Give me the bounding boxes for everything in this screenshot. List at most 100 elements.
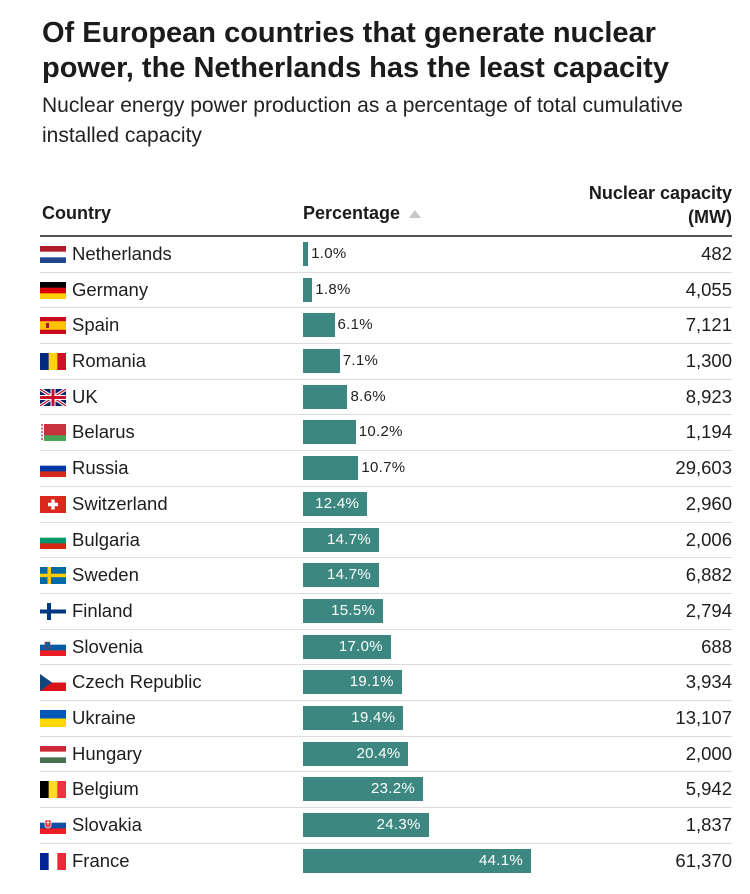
percentage-bar [303, 848, 531, 873]
country-name: Spain [72, 314, 120, 336]
table-row[interactable]: UK 8.6% 8,923 [40, 380, 732, 416]
percentage-bar [303, 420, 356, 445]
netherlands-flag-icon [40, 246, 66, 263]
percentage-bar [303, 491, 368, 516]
belarus-flag-icon [40, 424, 66, 442]
country-name: Sweden [72, 564, 139, 586]
france-flag-icon [40, 852, 66, 870]
chart-subtitle: Nuclear energy power production as a per… [42, 94, 683, 147]
capacity-value: 29,603 [675, 457, 732, 479]
country-name: Finland [72, 599, 133, 621]
table-row[interactable]: Slovenia 17.0% 688 [40, 630, 732, 666]
slovenia-flag-icon [40, 638, 66, 656]
capacity-value: 2,000 [685, 742, 732, 764]
table-row[interactable]: Ukraine 19.4% 13,107 [40, 701, 732, 737]
percentage-label: 17.0% [338, 637, 383, 655]
switzerland-flag-icon [40, 495, 66, 513]
capacity-value: 1,194 [685, 421, 732, 443]
table-row[interactable]: Romania 7.1% 1,300 [40, 344, 732, 380]
uk-flag-icon [40, 388, 66, 406]
percentage-label: 1.0% [311, 245, 347, 262]
ukraine-flag-icon [40, 709, 66, 727]
country-name: Belgium [72, 778, 139, 800]
percentage-bar [303, 313, 335, 338]
column-header-percentage-label: Percentage [303, 203, 401, 223]
capacity-value: 13,107 [675, 706, 732, 728]
table-row[interactable]: Spain 6.1% 7,121 [40, 308, 732, 345]
percentage-label: 7.1% [342, 352, 379, 370]
percentage-bar [303, 242, 309, 266]
column-header-country[interactable]: Country [42, 203, 111, 223]
finland-flag-icon [40, 602, 66, 620]
percentage-bar [303, 527, 379, 552]
percentage-label: 8.6% [350, 387, 386, 405]
table-row[interactable]: Hungary 20.4% 2,000 [40, 737, 732, 773]
table-row[interactable]: Czech Republic 19.1% 3,934 [40, 665, 732, 701]
country-name: Belarus [72, 421, 135, 443]
table-row[interactable]: Belgium 23.2% 5,942 [40, 772, 732, 808]
percentage-bar [303, 349, 340, 374]
country-name: Czech Republic [72, 671, 202, 693]
country-name: Germany [72, 278, 149, 300]
country-name: Romania [72, 350, 147, 372]
percentage-bar [303, 456, 359, 481]
percentage-label: 14.7% [327, 530, 372, 548]
spain-flag-icon [40, 317, 66, 335]
column-header-capacity[interactable]: Nuclear capacity (MW) [589, 181, 732, 229]
percentage-label: 15.5% [331, 601, 376, 619]
country-name: Russia [72, 457, 129, 479]
table-row[interactable]: Slovakia 24.3% 1,837 [40, 808, 732, 844]
capacity-value: 8,923 [685, 385, 732, 407]
bulgaria-flag-icon [40, 531, 66, 549]
percentage-label: 20.4% [356, 744, 401, 762]
percentage-bar [303, 777, 423, 802]
column-header-percentage[interactable]: Percentage [303, 203, 422, 224]
percentage-bar [303, 563, 379, 588]
country-name: Switzerland [72, 492, 168, 514]
capacity-value: 5,942 [685, 778, 732, 800]
percentage-bar [303, 598, 384, 623]
percentage-label: 1.8% [315, 280, 351, 298]
romania-flag-icon [40, 353, 66, 371]
percentage-label: 14.7% [327, 566, 372, 584]
capacity-value: 688 [701, 635, 732, 657]
header-rule [40, 235, 732, 237]
table-row[interactable]: Germany 1.8% 4,055 [40, 273, 732, 309]
percentage-label: 19.1% [349, 673, 394, 691]
belgium-flag-icon [40, 781, 66, 799]
column-header-capacity-line2: (MW) [688, 207, 732, 227]
country-name: UK [72, 385, 98, 407]
percentage-bar [303, 634, 391, 659]
percentage-label: 44.1% [479, 851, 524, 869]
table-row[interactable]: Russia 10.7% 29,603 [40, 451, 732, 487]
country-name: Slovakia [72, 814, 142, 835]
table-body: Netherlands 1.0% 482 Germany 1.8% 4,055 Spain 6… [0, 237, 750, 879]
percentage-bar [303, 384, 348, 409]
table-row[interactable]: Sweden 14.7% 6,882 [40, 558, 732, 594]
table-row[interactable]: Finland 15.5% 2,794 [40, 594, 732, 630]
percentage-bar [303, 741, 409, 766]
table-row[interactable]: Switzerland 12.4% 2,960 [40, 487, 732, 523]
table-row[interactable]: Belarus 10.2% 1,194 [40, 415, 732, 452]
slovakia-flag-icon [40, 817, 66, 834]
percentage-label: 24.3% [376, 816, 421, 833]
table-row[interactable]: France 44.1% 61,370 [40, 844, 732, 880]
percentage-label: 12.4% [315, 494, 360, 512]
percentage-bar [303, 670, 402, 695]
country-name: Bulgaria [72, 528, 140, 550]
country-name: Slovenia [72, 635, 143, 657]
capacity-value: 2,794 [685, 599, 732, 621]
capacity-value: 1,300 [685, 350, 732, 372]
table-row[interactable]: Bulgaria 14.7% 2,006 [40, 523, 732, 559]
table-row[interactable]: Netherlands 1.0% 482 [40, 237, 732, 273]
capacity-value: 7,121 [685, 314, 732, 336]
capacity-value: 482 [701, 243, 732, 264]
germany-flag-icon [40, 281, 66, 299]
sort-ascending-icon[interactable] [409, 210, 422, 218]
capacity-value: 3,934 [685, 671, 732, 693]
percentage-label: 10.7% [361, 459, 406, 477]
capacity-value: 4,055 [685, 278, 732, 300]
percentage-bar [303, 813, 429, 837]
capacity-value: 6,882 [685, 564, 732, 586]
country-name: Ukraine [72, 706, 136, 728]
